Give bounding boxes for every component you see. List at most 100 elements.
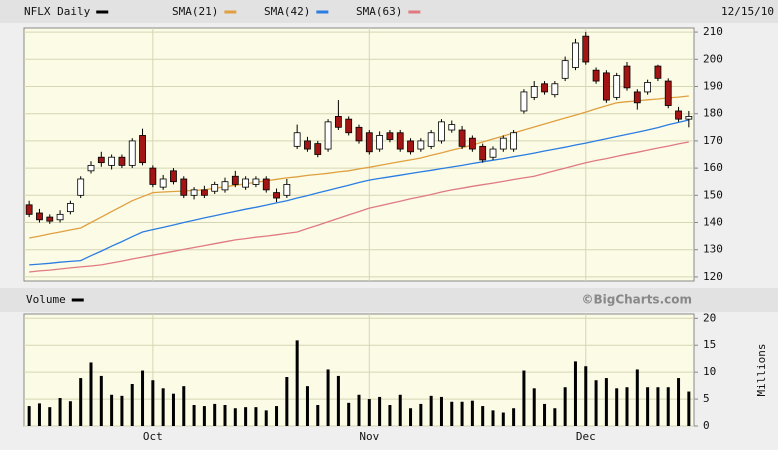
volume-bar xyxy=(604,378,608,426)
volume-bar xyxy=(89,362,93,426)
volume-bar xyxy=(48,407,52,426)
candle-body xyxy=(644,82,652,93)
volume-bar xyxy=(553,408,557,426)
volume-bar xyxy=(584,366,588,426)
volume-bar xyxy=(481,406,485,426)
candle-body xyxy=(283,184,291,196)
x-tick-label: Dec xyxy=(576,430,596,443)
x-tick-label: Oct xyxy=(143,430,163,443)
volume-bar xyxy=(141,370,145,426)
candle-body xyxy=(675,110,682,120)
candle-body xyxy=(345,118,353,134)
candle-body xyxy=(252,178,260,185)
volume-bar xyxy=(388,405,392,426)
candle-body xyxy=(417,140,425,150)
volume-bar xyxy=(677,378,681,426)
volume-bar xyxy=(615,388,619,426)
volume-bar xyxy=(594,380,598,426)
volume-header-bar xyxy=(0,288,778,312)
candle-body xyxy=(396,132,404,150)
y-tick-label: 200 xyxy=(703,52,723,65)
candle-body xyxy=(97,156,105,164)
candle-body xyxy=(365,132,373,153)
chart-title: NFLX Daily xyxy=(24,5,91,18)
candle-body xyxy=(118,156,126,166)
volume-bar xyxy=(151,380,155,426)
candle-body xyxy=(108,156,116,166)
y-tick-label: 160 xyxy=(703,161,723,174)
candle-body xyxy=(25,204,33,215)
candle-body xyxy=(448,124,456,131)
volume-bar xyxy=(223,405,227,426)
y-tick-label: 130 xyxy=(703,243,723,256)
candle-body xyxy=(510,132,518,150)
candle-body xyxy=(376,135,384,150)
candle-body xyxy=(623,65,631,89)
volume-bar xyxy=(58,398,62,426)
volume-bar xyxy=(130,384,134,426)
y-tick-label: 140 xyxy=(703,216,723,229)
y-tick-label: 210 xyxy=(703,25,723,38)
candle-body xyxy=(685,116,693,120)
volume-bar xyxy=(161,388,165,426)
y-tick-label: 120 xyxy=(703,270,723,283)
candle-body xyxy=(582,35,590,63)
y-tick-label: 180 xyxy=(703,107,723,120)
volume-bar xyxy=(666,387,670,426)
candle-body xyxy=(664,80,672,106)
candle-body xyxy=(211,184,219,192)
volume-bar xyxy=(450,401,454,426)
legend-label: SMA(42) xyxy=(264,5,310,18)
volume-bar xyxy=(110,394,114,426)
y-tick-label: 0 xyxy=(703,419,710,432)
candle-body xyxy=(231,175,239,185)
sma-line xyxy=(29,119,689,266)
volume-bar xyxy=(336,375,340,426)
volume-bar xyxy=(573,361,577,426)
candle-body xyxy=(479,145,487,161)
candle-body xyxy=(314,143,322,155)
volume-bar xyxy=(120,395,124,426)
candle-body xyxy=(149,167,157,185)
header-bar xyxy=(0,0,778,23)
volume-bar xyxy=(687,391,691,426)
volume-bar xyxy=(419,403,423,426)
candle-body xyxy=(520,91,528,112)
volume-bar xyxy=(305,386,309,426)
candle-body xyxy=(438,121,445,142)
volume-bar xyxy=(625,387,629,426)
candle-body xyxy=(407,140,414,153)
candle-body xyxy=(66,203,74,213)
volume-bar xyxy=(79,378,83,426)
candle-body xyxy=(190,189,198,196)
candle-body xyxy=(87,164,95,172)
volume-bar xyxy=(244,407,248,426)
y-tick-label: 190 xyxy=(703,79,723,92)
volume-bar xyxy=(213,403,217,426)
price-panel xyxy=(23,27,695,282)
volume-bar xyxy=(347,402,351,426)
volume-bar xyxy=(254,407,258,426)
y-tick-label: 5 xyxy=(703,392,710,405)
volume-bar xyxy=(501,412,505,426)
candle-body xyxy=(489,148,497,158)
volume-bar xyxy=(357,394,361,426)
candle-body xyxy=(355,126,363,142)
candle-body xyxy=(592,69,600,82)
volume-bar xyxy=(37,403,41,426)
volume-bar xyxy=(295,340,299,426)
candle-body xyxy=(200,189,208,196)
date-label: 12/15/10 xyxy=(721,5,774,18)
volume-bar xyxy=(27,406,31,426)
candle-body xyxy=(551,83,559,96)
volume-bar xyxy=(656,387,660,426)
candle-body xyxy=(56,213,64,221)
volume-bar xyxy=(182,386,186,426)
candle-body xyxy=(499,137,507,150)
candle-body xyxy=(386,132,394,140)
candle-body xyxy=(139,135,146,164)
legend-label: SMA(21) xyxy=(172,5,218,18)
candle-body xyxy=(293,132,301,147)
volume-bar xyxy=(646,387,650,426)
candle-body xyxy=(541,83,548,93)
